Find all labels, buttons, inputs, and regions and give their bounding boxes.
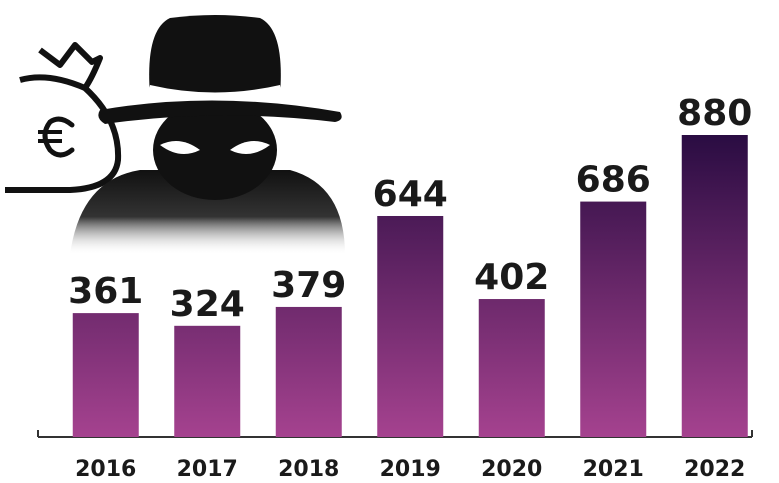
x-tick-label: 2022 — [684, 457, 745, 482]
bar — [478, 299, 545, 437]
x-tick-label: 2016 — [75, 457, 136, 482]
value-label: 324 — [170, 284, 245, 325]
illustration — [5, 15, 345, 255]
bar — [681, 135, 748, 437]
x-tick-label: 2020 — [481, 457, 542, 482]
bar — [72, 313, 139, 437]
bar — [174, 325, 241, 437]
value-label: 880 — [677, 93, 752, 134]
x-tick-label: 2021 — [583, 457, 644, 482]
bar — [377, 215, 444, 437]
value-label: 402 — [474, 257, 549, 298]
value-label: 361 — [68, 271, 143, 312]
bar — [580, 201, 647, 437]
x-tick-label: 2019 — [380, 457, 441, 482]
value-label: 686 — [576, 160, 651, 201]
x-tick-label: 2017 — [177, 457, 238, 482]
value-label: 379 — [271, 265, 346, 306]
x-tick-label: 2018 — [278, 457, 339, 482]
value-label: 644 — [373, 174, 448, 215]
bar — [275, 306, 342, 437]
